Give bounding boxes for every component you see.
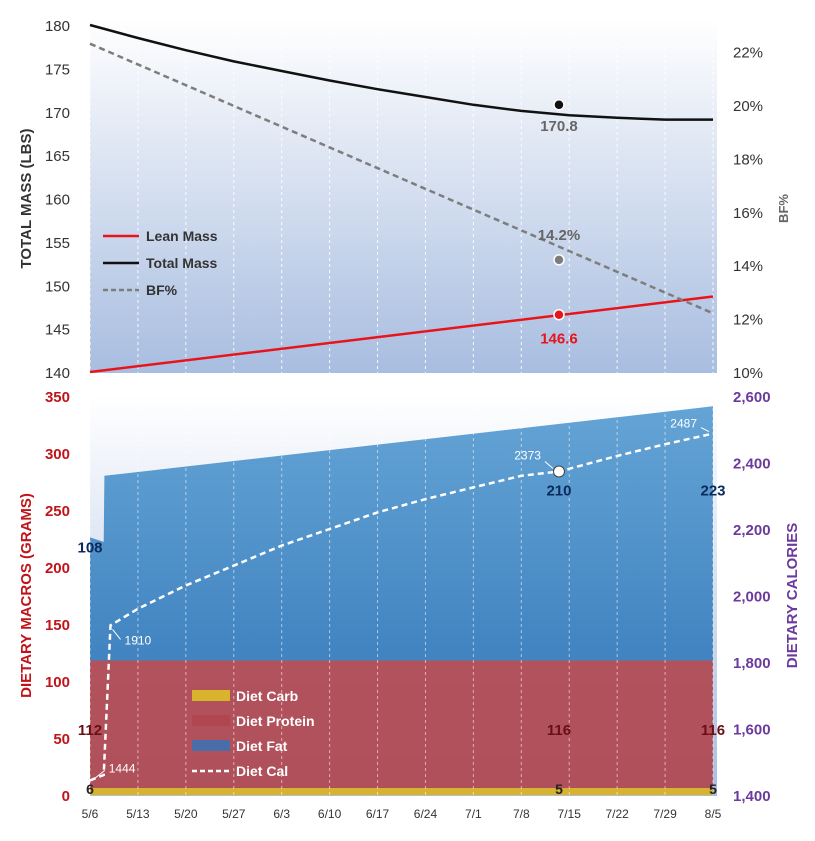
x-tick-label: 6/3: [273, 807, 290, 821]
calorie-label: 1910: [125, 633, 152, 647]
legend-label: Diet Protein: [236, 713, 315, 729]
marker-label: 146.6: [540, 331, 578, 348]
x-tick-label: 8/5: [705, 807, 722, 821]
body-composition-chart: 140 145 150 155 160 165 170 175 180 10% 12% 14% 16% 1…: [18, 18, 791, 382]
data-label-fat: 223: [700, 482, 725, 499]
calorie-label: 2373: [514, 448, 541, 462]
y-tick-label: 160: [45, 192, 70, 209]
y-axis-title: TOTAL MASS (LBS): [18, 129, 35, 269]
x-tick-label: 5/13: [126, 807, 150, 821]
legend-label: Lean Mass: [146, 228, 218, 244]
y-axis-title: DIETARY MACROS (GRAMS): [18, 493, 35, 698]
data-label-carb: 5: [709, 781, 717, 797]
y2-tick-label: 20%: [733, 98, 763, 115]
y-tick-label: 200: [45, 560, 70, 577]
y2-tick-label: 16%: [733, 205, 763, 222]
data-label-protein: 112: [78, 722, 102, 739]
y2-axis-title: DIETARY CALORIES: [784, 523, 801, 669]
data-label-protein: 116: [547, 722, 571, 739]
series-line-lean-mass: [89, 295, 714, 374]
legend-swatch: [192, 715, 230, 726]
legend-label: BF%: [146, 282, 178, 298]
calorie-label: 1444: [109, 761, 136, 775]
x-tick-label: 7/15: [558, 807, 582, 821]
data-label-carb: 5: [555, 781, 563, 797]
legend-swatch: [192, 740, 230, 751]
y-tick-label: 175: [45, 61, 70, 78]
data-label-protein: 116: [701, 722, 725, 739]
y2-tick-label: 1,600: [733, 722, 771, 739]
y-tick-label: 300: [45, 446, 70, 463]
diet-macros-chart: 0 50 100 150 200 250 300 350 1,400 1,600 1,800 2,00…: [18, 389, 801, 821]
y-tick-label: 0: [62, 788, 70, 805]
x-tick-label: 5/20: [174, 807, 198, 821]
x-tick-label: 5/6: [82, 807, 99, 821]
marker-label: 170.8: [540, 118, 578, 135]
series-line-total-mass: [89, 23, 713, 121]
data-label-fat: 108: [77, 539, 102, 556]
y-tick-label: 155: [45, 235, 70, 252]
y2-tick-label: 2,200: [733, 522, 771, 539]
y2-tick-label: 22%: [733, 45, 763, 62]
callout-line: [112, 629, 121, 640]
y2-tick-label: 1,400: [733, 788, 771, 805]
callout-line: [94, 769, 106, 779]
marker-point: [553, 99, 565, 111]
plot-background: [90, 18, 717, 373]
x-tick-label: 7/29: [653, 807, 677, 821]
y2-axis-title: BF%: [776, 194, 791, 223]
legend-swatch: [192, 690, 230, 701]
marker-point: [553, 254, 565, 266]
y-tick-label: 170: [45, 105, 70, 122]
data-label-carb: 6: [86, 781, 94, 797]
x-tick-label: 7/8: [513, 807, 530, 821]
callout-line: [700, 427, 710, 433]
y-tick-label: 165: [45, 148, 70, 165]
y-tick-label: 180: [45, 18, 70, 35]
legend-label: Diet Cal: [236, 763, 288, 779]
series-line-diet-cal: [89, 432, 714, 782]
y2-tick-label: 2,000: [733, 589, 771, 606]
area-diet-carb: [90, 788, 713, 795]
y-tick-label: 140: [45, 365, 70, 382]
area-diet-protein: [90, 660, 713, 789]
x-tick-label: 7/22: [605, 807, 629, 821]
y2-tick-label: 12%: [733, 312, 763, 329]
marker-point: [552, 465, 565, 478]
x-tick-label: 7/1: [465, 807, 482, 821]
y2-tick-label: 2,400: [733, 456, 771, 473]
legend-label: Diet Carb: [236, 688, 298, 704]
y-tick-label: 50: [53, 731, 70, 748]
x-tick-label: 6/10: [318, 807, 342, 821]
data-label-fat: 210: [546, 482, 571, 499]
marker-label: 14.2%: [538, 227, 581, 244]
legend-label: Diet Fat: [236, 738, 288, 754]
y-tick-label: 250: [45, 503, 70, 520]
series-line-bf-: [89, 42, 714, 315]
y2-tick-label: 10%: [733, 365, 763, 382]
callout-line: [544, 461, 554, 469]
y2-tick-label: 18%: [733, 151, 763, 168]
y-tick-label: 145: [45, 322, 70, 339]
y-tick-label: 150: [45, 617, 70, 634]
calorie-label: 2487: [670, 417, 697, 431]
y-tick-label: 150: [45, 278, 70, 295]
y2-tick-label: 14%: [733, 258, 763, 275]
legend-label: Total Mass: [146, 255, 218, 271]
y2-tick-label: 1,800: [733, 655, 771, 672]
y-tick-label: 350: [45, 389, 70, 406]
x-tick-label: 6/24: [414, 807, 438, 821]
x-tick-label: 5/27: [222, 807, 246, 821]
marker-point: [553, 308, 565, 321]
x-tick-label: 6/17: [366, 807, 390, 821]
y2-tick-label: 2,600: [733, 389, 771, 406]
y-tick-label: 100: [45, 674, 70, 691]
